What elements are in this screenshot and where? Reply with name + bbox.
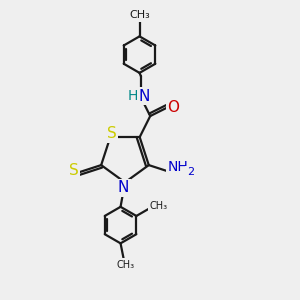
Text: N: N bbox=[138, 88, 150, 104]
Text: CH₃: CH₃ bbox=[150, 201, 168, 212]
Text: 2: 2 bbox=[187, 167, 194, 178]
Text: NH: NH bbox=[168, 160, 188, 175]
Text: H: H bbox=[128, 89, 138, 103]
Text: O: O bbox=[167, 100, 179, 115]
Text: CH₃: CH₃ bbox=[129, 10, 150, 20]
Text: S: S bbox=[107, 126, 117, 141]
Text: CH₃: CH₃ bbox=[116, 260, 134, 270]
Text: S: S bbox=[69, 164, 78, 178]
Text: N: N bbox=[118, 180, 129, 195]
